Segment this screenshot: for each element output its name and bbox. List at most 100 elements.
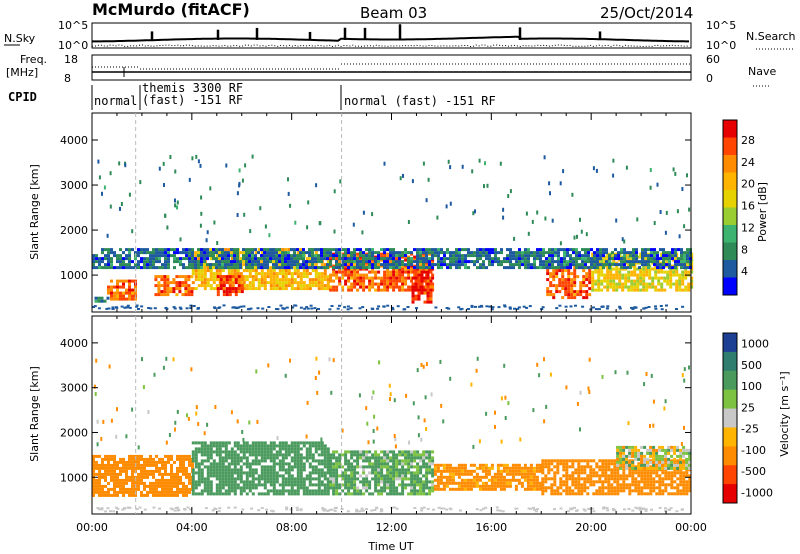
data-cell	[254, 471, 258, 475]
data-cell	[227, 471, 231, 475]
data-cell	[317, 489, 321, 493]
data-cell	[95, 490, 98, 494]
data-cell	[212, 444, 216, 448]
data-cell	[152, 266, 155, 270]
data-cell	[110, 463, 113, 467]
data-cell	[155, 257, 158, 261]
data-cell	[569, 260, 572, 264]
data-cell	[398, 471, 402, 475]
data-cell	[284, 266, 287, 270]
data-cell	[347, 465, 351, 469]
data-cell	[647, 306, 651, 308]
data-cell	[588, 278, 592, 282]
data-cell	[609, 282, 613, 286]
data-cell	[323, 471, 327, 475]
data-cell	[104, 493, 107, 497]
data-cell	[688, 207, 691, 212]
data-cell	[595, 471, 599, 475]
data-cell	[407, 220, 410, 224]
data-cell	[496, 469, 500, 473]
data-cell	[493, 484, 497, 488]
data-cell	[383, 270, 387, 274]
data-cell	[163, 287, 167, 291]
data-cell	[413, 248, 416, 252]
data-cell	[134, 493, 137, 497]
data-cell	[377, 270, 381, 274]
data-cell	[176, 205, 178, 210]
data-cell	[674, 171, 677, 176]
data-cell	[457, 484, 461, 488]
data-cell	[197, 474, 201, 478]
data-cell	[431, 480, 435, 484]
data-cell	[434, 263, 437, 267]
data-cell	[338, 257, 341, 261]
data-cell	[464, 266, 467, 270]
data-cell	[122, 279, 125, 283]
data-cell	[116, 260, 119, 264]
data-cell	[245, 248, 248, 252]
data-cell	[478, 475, 482, 479]
data-cell	[323, 284, 327, 288]
data-cell	[164, 213, 167, 218]
data-cell	[386, 462, 390, 466]
data-cell	[564, 284, 568, 288]
data-cell	[153, 307, 157, 310]
data-cell	[293, 269, 297, 273]
data-cell	[97, 296, 101, 300]
data-cell	[350, 480, 354, 484]
data-cell	[341, 489, 345, 493]
data-cell	[451, 481, 455, 485]
data-cell	[92, 466, 95, 470]
data-cell	[419, 468, 423, 472]
data-cell	[544, 462, 548, 466]
data-cell	[350, 276, 354, 280]
data-cell	[422, 453, 426, 457]
data-cell	[238, 168, 241, 173]
data-cell	[335, 471, 339, 475]
data-cell	[609, 279, 613, 283]
data-cell	[209, 275, 213, 279]
data-cell	[420, 270, 424, 274]
data-cell	[284, 471, 288, 475]
data-cell	[296, 462, 300, 466]
data-cell	[541, 468, 545, 472]
data-cell	[413, 486, 417, 490]
nsearch-label: N.Search	[746, 30, 796, 43]
data-cell	[157, 281, 161, 285]
data-cell	[413, 456, 417, 460]
data-cell	[401, 486, 405, 490]
data-cell	[547, 486, 551, 490]
power-feature-9	[92, 248, 692, 270]
data-cell	[584, 263, 587, 267]
data-cell	[275, 257, 278, 261]
data-cell	[565, 492, 569, 496]
data-cell	[604, 462, 608, 466]
data-cell	[184, 284, 188, 288]
data-cell	[577, 483, 581, 487]
data-cell	[601, 465, 605, 469]
data-cell	[215, 474, 219, 478]
data-cell	[308, 263, 312, 267]
data-cell	[419, 248, 422, 252]
data-cell	[224, 453, 228, 457]
data-cell	[567, 290, 571, 294]
data-cell	[663, 270, 667, 274]
data-cell	[620, 251, 623, 255]
data-cell	[426, 297, 430, 301]
colorbar-tick-label: 8	[741, 243, 748, 256]
data-cell	[170, 484, 173, 488]
data-cell	[95, 466, 98, 470]
data-cell	[224, 477, 228, 481]
data-cell	[191, 456, 195, 460]
data-cell	[257, 477, 261, 481]
data-cell	[558, 278, 562, 282]
data-cell	[423, 288, 427, 292]
data-cell	[535, 478, 539, 482]
data-cell	[212, 474, 216, 478]
data-cell	[251, 281, 255, 285]
data-cell	[460, 307, 464, 310]
data-cell	[290, 450, 294, 454]
data-cell	[92, 457, 95, 461]
data-cell	[125, 478, 128, 482]
data-cell	[113, 466, 116, 470]
